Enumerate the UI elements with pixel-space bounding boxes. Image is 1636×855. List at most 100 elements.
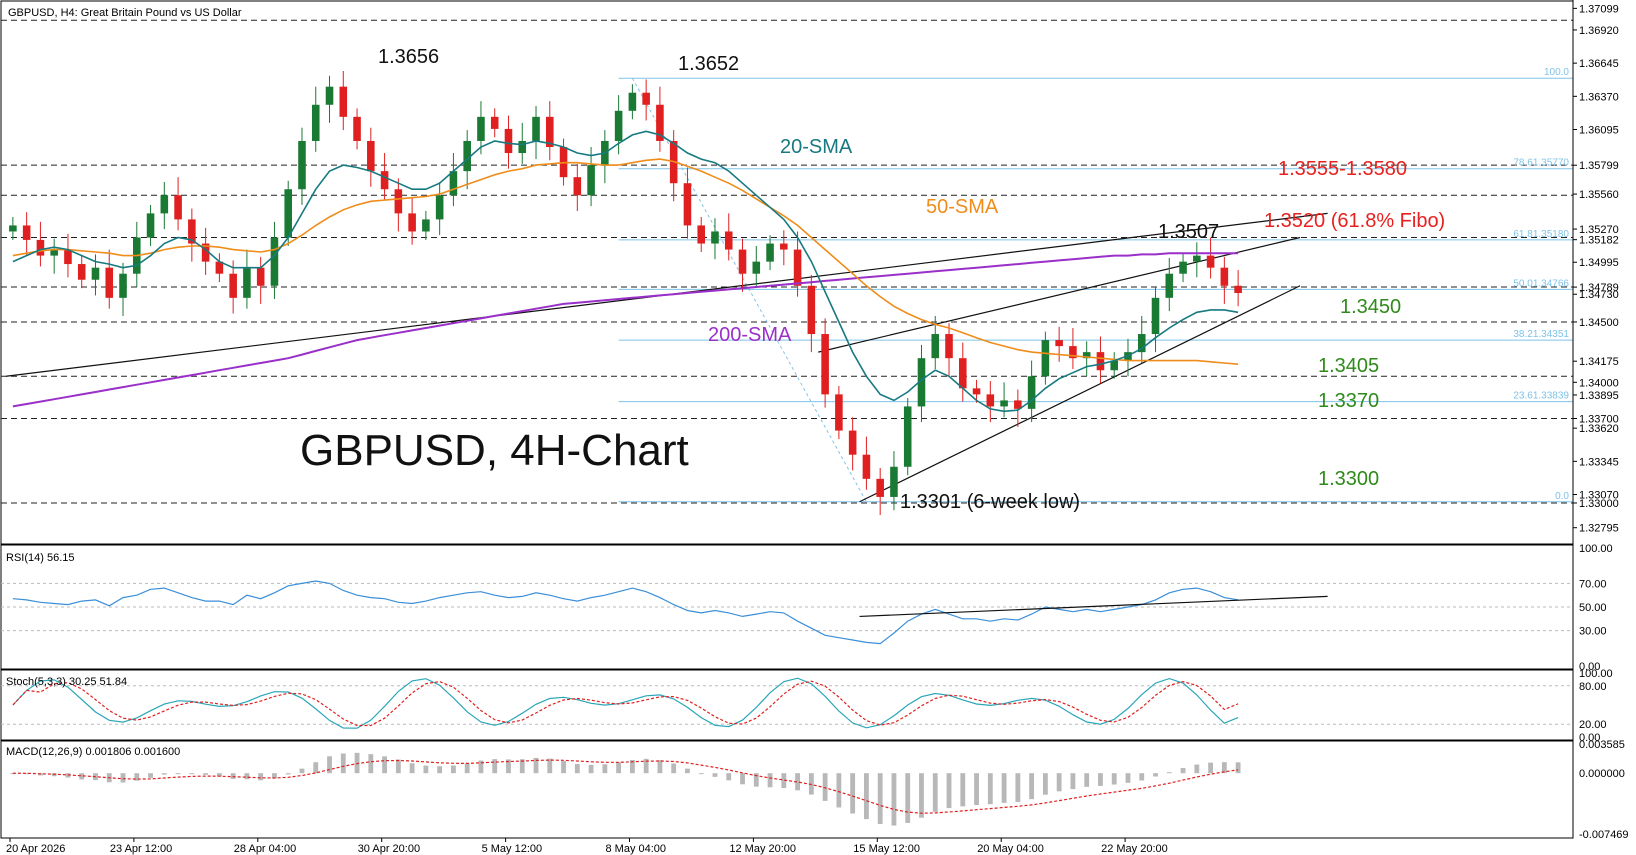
candle-body <box>490 116 499 129</box>
horizontal-levels <box>1 19 1573 504</box>
rsi-tick-label: 100.00 <box>1579 543 1613 555</box>
annotation-high-1: 1.3656 <box>378 46 439 68</box>
macd-bar <box>1056 773 1062 792</box>
candle-body <box>367 140 375 172</box>
candle-body <box>353 116 361 141</box>
candle-body <box>477 116 485 141</box>
rsi-tick-label: 70.00 <box>1579 578 1607 590</box>
macd-bar <box>698 773 704 775</box>
trendline-channel-lower <box>859 285 1301 503</box>
macd-bar <box>1235 762 1241 774</box>
candle-body <box>642 92 650 105</box>
macd-bar <box>629 759 635 774</box>
fibo-label: 78.61.35770 <box>1513 158 1569 169</box>
candle-body <box>807 285 816 335</box>
macd-bar <box>478 760 484 774</box>
price-tick-label: 1.33700 <box>1579 414 1619 426</box>
fibo-label: 0.0 <box>1555 491 1569 502</box>
price-tick-label: 1.34175 <box>1579 356 1619 368</box>
macd-bar <box>120 773 126 783</box>
macd-bar <box>740 773 745 785</box>
macd-bar <box>850 773 856 814</box>
candle-body <box>958 358 967 389</box>
annotation-sma200: 200-SMA <box>708 324 792 346</box>
chart-watermark: GBPUSD, 4H-Chart <box>300 426 689 475</box>
macd-bar <box>643 758 649 774</box>
macd-bar <box>175 773 181 775</box>
price-tick-label: 1.36095 <box>1579 125 1619 137</box>
candle-body <box>256 267 265 286</box>
price-tick-label: 1.35560 <box>1579 189 1619 201</box>
candle-body <box>890 466 898 497</box>
stoch-tick-label: 80.00 <box>1579 681 1607 693</box>
macd-bar <box>203 773 209 775</box>
candle-body <box>243 267 251 298</box>
macd-bar <box>588 764 594 774</box>
macd-bar <box>960 773 966 807</box>
candle-body <box>1027 376 1036 409</box>
candle-body <box>972 388 981 395</box>
candle-body <box>532 116 540 141</box>
candle-body <box>229 273 237 298</box>
macd-indicator: 0.003585 0.000000 -0.007469 <box>10 739 1629 841</box>
macd-bar <box>808 773 814 795</box>
rsi-tick-label: 30.00 <box>1579 626 1607 638</box>
fibo-label: 23.61.33839 <box>1513 391 1569 402</box>
fibo-label: 50.01.34766 <box>1513 278 1569 289</box>
time-tick-label: 5 May 12:00 <box>482 843 543 855</box>
candle-body <box>325 86 334 105</box>
candle-body <box>449 171 458 196</box>
macd-label: MACD(12,26,9) 0.001806 0.001600 <box>6 746 180 758</box>
macd-bar <box>946 773 952 809</box>
price-tick-label: 1.33345 <box>1579 456 1619 468</box>
candle-body <box>463 140 471 172</box>
candle-body <box>821 334 829 395</box>
stoch-tick-label: 0.00 <box>1579 732 1600 744</box>
candle-body <box>752 261 761 274</box>
macd-bar <box>781 773 787 789</box>
price-tick-label: 1.32795 <box>1579 523 1619 535</box>
macd-bar <box>657 760 663 774</box>
candle-body <box>188 219 196 244</box>
moving-averages <box>12 130 1239 413</box>
macd-bar <box>864 773 869 820</box>
macd-bar <box>272 773 277 779</box>
macd-bar <box>1042 773 1048 795</box>
price-tick-label: 1.33620 <box>1579 423 1619 435</box>
macd-bar <box>767 773 773 788</box>
macd-bar <box>285 773 291 775</box>
price-tick-label: 1.37099 <box>1579 3 1619 15</box>
macd-bar <box>1139 773 1145 781</box>
candle-body <box>1055 340 1063 347</box>
candle-body <box>862 454 871 479</box>
macd-bar <box>189 773 195 775</box>
macd-bar <box>382 756 387 774</box>
macd-bar <box>464 763 470 774</box>
annotation-fibo-618: 1.3520 (61.8% Fibo) <box>1264 210 1445 232</box>
time-tick-label: 30 Apr 20:00 <box>358 843 420 855</box>
candle-body <box>1110 360 1119 371</box>
candle-body <box>380 171 389 190</box>
macd-bar <box>574 764 580 774</box>
candle-body <box>9 225 17 232</box>
candle-body <box>614 110 623 141</box>
macd-bar <box>533 757 539 774</box>
time-tick-label: 15 May 12:00 <box>853 843 920 855</box>
macd-bar <box>519 759 525 774</box>
macd-bar <box>795 773 800 791</box>
macd-bar <box>451 765 456 774</box>
macd-tick-label: -0.007469 <box>1579 829 1629 841</box>
price-tick-label: 1.33000 <box>1579 498 1619 510</box>
macd-bar <box>299 768 305 774</box>
macd-bar <box>1125 773 1131 783</box>
candle-body <box>36 239 45 256</box>
candle-body <box>1151 297 1160 335</box>
price-tick-label: 1.35799 <box>1579 160 1619 172</box>
stoch-d-line <box>12 680 1239 727</box>
annotation-low: 1.3301 (6-week low) <box>900 491 1080 513</box>
macd-bar <box>1001 773 1007 803</box>
macd-bar <box>547 758 553 774</box>
time-tick-label: 12 May 20:00 <box>729 843 796 855</box>
time-tick-label: 23 Apr 12:00 <box>110 843 172 855</box>
